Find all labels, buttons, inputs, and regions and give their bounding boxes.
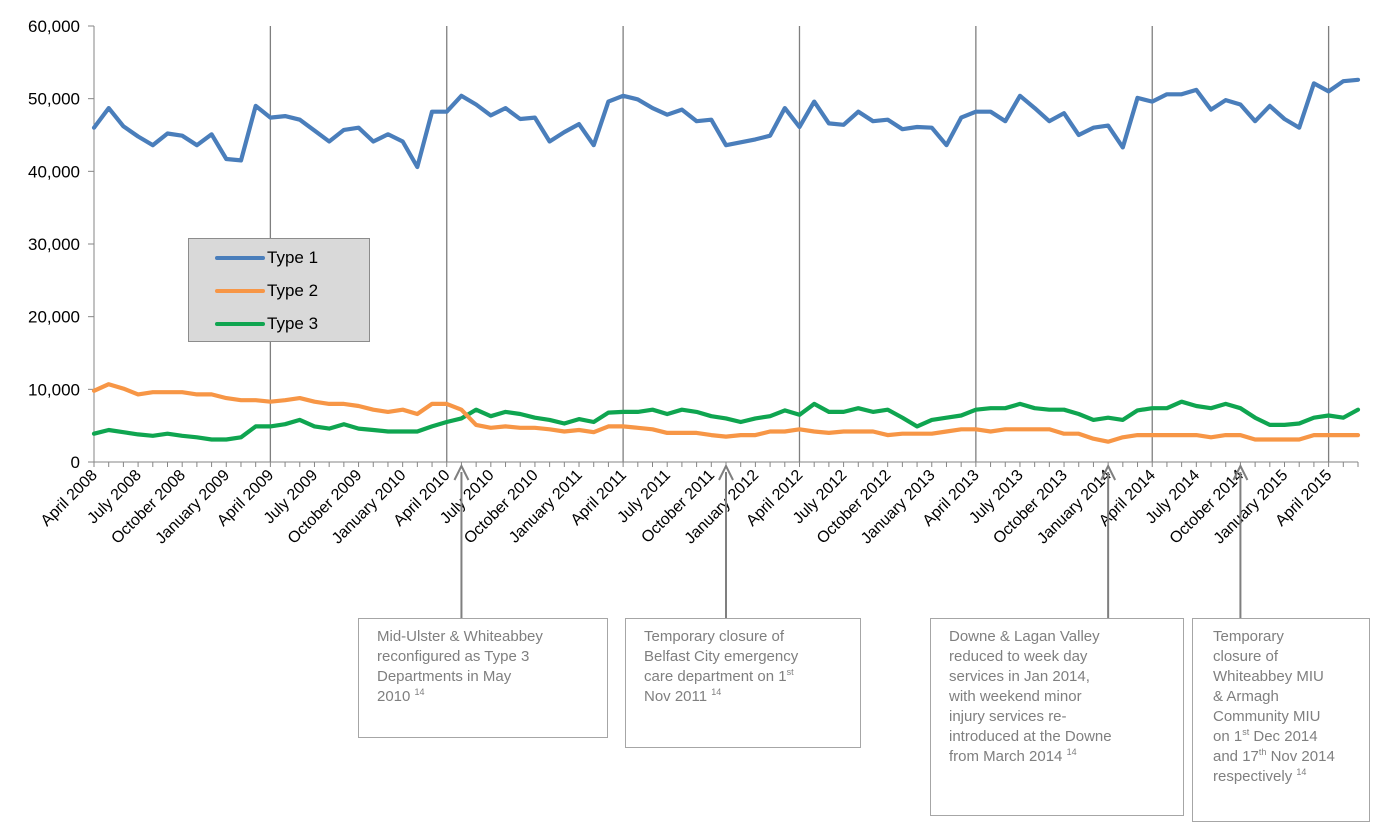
annotation-arrow-head — [453, 463, 470, 481]
footnote-reference: 14 — [711, 687, 722, 697]
y-tick-label: 60,000 — [28, 17, 80, 36]
annotation-text-line: Temporary closure of — [644, 628, 785, 645]
annotation-text-line: introduced at the Downe — [949, 728, 1112, 745]
annotation-text-line: reconfigured as Type 3 — [377, 648, 530, 665]
annotation-arrow-head — [718, 463, 734, 481]
y-tick-label: 50,000 — [28, 90, 80, 109]
legend-swatch-type1 — [215, 256, 265, 260]
ordinal-superscript: st — [1242, 727, 1250, 737]
annotation-text-line: Mid-Ulster & Whiteabbey — [377, 628, 543, 645]
legend-item-type3: Type 3 — [215, 313, 318, 335]
y-tick-label: 30,000 — [28, 235, 80, 254]
legend-label-type2: Type 2 — [267, 281, 319, 300]
legend: Type 1 Type 2 Type 3 — [188, 238, 370, 342]
annotation-text-line: Belfast City emergency — [644, 648, 799, 665]
footnote-reference: 14 — [414, 687, 425, 697]
annotation-text-line: Whiteabbey MIU — [1213, 668, 1324, 685]
annotation-text-line: Temporary — [1213, 628, 1284, 645]
series-line-type2 — [91, 382, 1361, 444]
footnote-reference: 14 — [1296, 767, 1307, 777]
series-lines — [91, 77, 1361, 444]
year-divider-lines — [269, 26, 1330, 462]
annotation-text-line: with weekend minor — [949, 688, 1082, 705]
ordinal-superscript: st — [786, 667, 794, 677]
annotation-text-line: injury services re- — [949, 708, 1067, 725]
series-line-type1 — [91, 77, 1361, 170]
annotation-text-line: services in Jan 2014, — [949, 668, 1090, 685]
ordinal-superscript: th — [1258, 747, 1267, 757]
footnote-reference: 14 — [1066, 747, 1077, 757]
annotation-box-type3-reconfiguration: Mid-Ulster & Whiteabbey reconfigured as T… — [358, 618, 608, 738]
y-tick-label: 20,000 — [28, 308, 80, 327]
annotation-text-line: & Armagh — [1213, 688, 1279, 705]
annotation-text-line: Community MIU — [1213, 708, 1321, 725]
series-line-type3 — [91, 399, 1361, 442]
y-tick-label: 40,000 — [28, 162, 80, 181]
annotation-text-line: on 1st Dec 2014 — [1213, 727, 1318, 746]
legend-label-type3: Type 3 — [267, 314, 319, 333]
annotation-text-line: care department on 1st — [644, 667, 794, 686]
annotation-text-line: Downe & Lagan Valley — [949, 628, 1100, 645]
annotation-arrow-head — [1232, 463, 1249, 481]
annotation-text-line: 2010 14 — [377, 687, 425, 706]
annotation-text-line: Departments in May — [377, 668, 512, 685]
y-tick-label: 0 — [71, 453, 80, 472]
annotation-box-downe-lagan: Downe & Lagan Valley reduced to week day s… — [930, 618, 1184, 816]
annotation-text-line: closure of — [1213, 648, 1279, 665]
annotation-text-line: and 17th Nov 2014 — [1213, 747, 1335, 766]
annotation-text-line: from March 2014 14 — [949, 747, 1077, 766]
annotation-text-line: Nov 2011 14 — [644, 687, 722, 706]
annotation-box-belfast-closure: Temporary closure of Belfast City emergen… — [625, 618, 861, 748]
legend-swatch-type3 — [215, 322, 265, 326]
legend-label-type1: Type 1 — [267, 248, 319, 267]
annotation-text-line: respectively 14 — [1213, 767, 1307, 786]
legend-item-type1: Type 1 — [215, 247, 318, 269]
annotation-text-line: reduced to week day — [949, 648, 1088, 665]
legend-swatch-type2 — [215, 289, 265, 293]
annotation-box-whiteabbey-armagh: Temporary closure of Whiteabbey MIU & Armag… — [1192, 618, 1370, 822]
y-axis-ticks: 0 10,000 20,000 30,000 40,000 50,000 60,000 — [28, 17, 94, 472]
annotation-arrows — [453, 463, 1249, 618]
annotation-arrow-head — [1100, 463, 1117, 481]
y-tick-label: 10,000 — [28, 380, 80, 399]
legend-item-type2: Type 2 — [215, 280, 318, 302]
